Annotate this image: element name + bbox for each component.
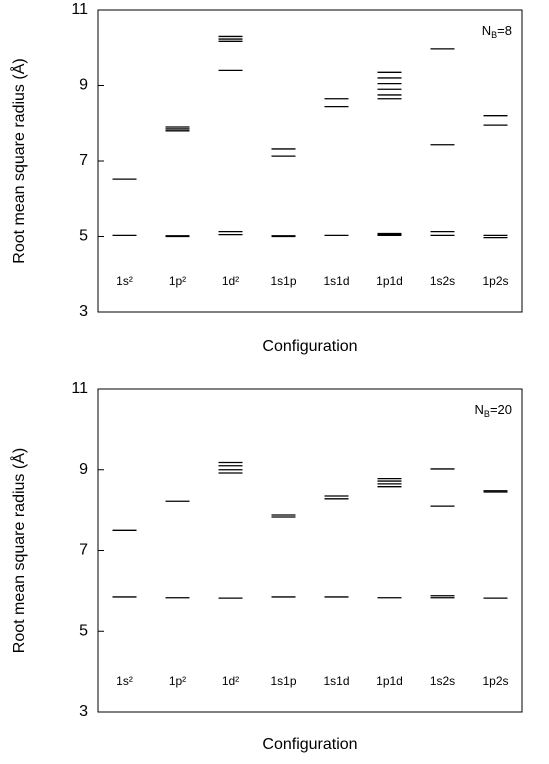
y-tick-label: 5 [79, 228, 88, 245]
category-label: 1p1d [376, 674, 403, 688]
x-axis-label: Configuration [262, 338, 357, 355]
category-label: 1s1p [270, 274, 296, 288]
x-axis-label: Configuration [262, 736, 357, 753]
annotation-rest: =20 [490, 402, 512, 417]
annotation-rest: =8 [497, 23, 512, 38]
category-label: 1p2s [482, 674, 508, 688]
category-label: 1p² [169, 674, 186, 688]
annotation-sub: B [491, 30, 497, 40]
annotation-sub: B [484, 409, 490, 419]
plot-frame [97, 388, 523, 713]
y-tick-label: 7 [79, 542, 88, 559]
plot-frame [97, 9, 523, 313]
category-label: 1s1p [270, 674, 296, 688]
y-tick-label: 3 [79, 303, 88, 320]
annotation: NB=20 [475, 402, 512, 419]
category-label: 1d² [222, 274, 239, 288]
category-label: 1s2s [430, 274, 455, 288]
category-label: 1p² [169, 274, 186, 288]
category-label: 1p2s [482, 274, 508, 288]
y-tick-label: 11 [71, 380, 88, 397]
y-tick-label: 7 [79, 152, 88, 169]
annotation-main: N [475, 402, 484, 417]
y-tick-label: 9 [79, 461, 88, 478]
category-label: 1s² [116, 674, 133, 688]
category-label: 1s1d [323, 674, 349, 688]
y-tick-label: 3 [79, 703, 88, 720]
y-tick-label: 5 [79, 622, 88, 639]
y-axis-label: Root mean square radius (Å) [9, 58, 28, 263]
annotation: NB=8 [482, 23, 512, 40]
y-tick-label: 9 [79, 77, 88, 94]
y-tick-label: 11 [71, 1, 88, 18]
annotation-main: N [482, 23, 491, 38]
category-label: 1s2s [430, 674, 455, 688]
category-label: 1p1d [376, 274, 403, 288]
category-label: 1d² [222, 674, 239, 688]
y-axis-label: Root mean square radius (Å) [9, 448, 28, 653]
category-label: 1s1d [323, 274, 349, 288]
category-label: 1s² [116, 274, 133, 288]
